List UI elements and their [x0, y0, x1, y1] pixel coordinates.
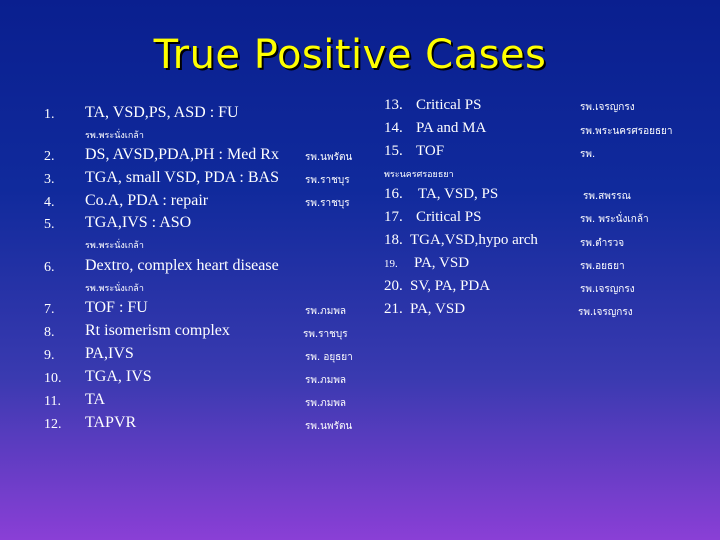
item-text: TAPVR — [85, 414, 137, 431]
item-number: 4. — [44, 195, 55, 210]
item-text: PA,IVS — [85, 345, 134, 362]
item-hospital: รพ.นพรัตน — [305, 421, 353, 432]
item-hospital-sub: รพ.พระนั่งเกล้า — [85, 131, 144, 141]
item-hospital-sub: พระนครศรอยธยา — [384, 170, 454, 180]
item-text: Rt isomerism complex — [85, 322, 230, 339]
item-number: 11. — [44, 394, 61, 409]
item-text: TA, VSD, PS — [418, 186, 499, 202]
item-text: DS, AVSD,PDA,PH : Med Rx — [85, 146, 279, 163]
item-text: TA, VSD,PS, ASD : FU — [85, 104, 239, 121]
item-text: TOF — [416, 143, 445, 159]
item-number: 5. — [44, 217, 55, 232]
item-text: Critical PS — [416, 209, 482, 225]
item-number: 1. — [44, 107, 55, 122]
item-number: 17. — [384, 209, 403, 225]
item-number: 6. — [44, 260, 55, 275]
item-hospital: รพ.ตำรวจ — [580, 238, 625, 249]
item-hospital: รพ.ภมพล — [305, 375, 347, 386]
item-text: Critical PS — [416, 97, 482, 113]
item-hospital: รพ. — [580, 149, 596, 160]
item-number: 21. — [384, 301, 403, 317]
item-text: PA, VSD — [414, 255, 470, 271]
item-text: TA — [85, 391, 106, 408]
item-number: 19. — [384, 258, 398, 270]
item-hospital: รพ.สพรรณ — [583, 191, 631, 202]
item-number: 13. — [384, 97, 403, 113]
item-hospital: รพ.ภมพล — [305, 306, 347, 317]
item-text: PA and MA — [416, 120, 487, 136]
item-text: TOF : FU — [85, 299, 148, 316]
item-text: TGA,IVS : ASO — [85, 214, 192, 231]
item-hospital: รพ.นพรัตน — [305, 152, 353, 163]
item-number: 8. — [44, 325, 55, 340]
item-hospital-sub: รพ.พระนั่งเกล้า — [85, 241, 144, 251]
item-hospital: รพ.ภมพล — [305, 398, 347, 409]
item-number: 12. — [44, 417, 62, 432]
item-text: PA, VSD — [410, 301, 466, 317]
slide-title: True Positive Cases — [153, 32, 547, 78]
item-hospital: รพ. อยุธยา — [305, 352, 353, 363]
item-text: SV, PA, PDA — [410, 278, 491, 294]
item-number: 2. — [44, 149, 55, 164]
item-number: 20. — [384, 278, 403, 294]
item-number: 16. — [384, 186, 403, 202]
item-text: Dextro, complex heart disease — [85, 257, 279, 274]
item-number: 18. — [384, 232, 403, 248]
item-hospital: รพ.พระนครศรอยธยา — [580, 126, 673, 137]
item-hospital: รพ.ราชบุร — [305, 175, 350, 186]
item-hospital: รพ.เจรญกรง — [580, 284, 635, 295]
item-text: TGA, IVS — [85, 368, 152, 385]
item-hospital: รพ.เจรญกรง — [580, 102, 635, 113]
item-text: TGA, small VSD, PDA : BAS — [85, 169, 279, 186]
item-hospital: รพ.เจรญกรง — [578, 307, 633, 318]
item-text: TGA,VSD,hypo arch — [410, 232, 538, 248]
item-number: 14. — [384, 120, 403, 136]
item-number: 10. — [44, 371, 62, 386]
item-hospital: รพ. พระนั่งเกล้า — [580, 214, 649, 225]
item-number: 7. — [44, 302, 55, 317]
item-hospital: รพ.ราชบุร — [305, 198, 350, 209]
item-number: 15. — [384, 143, 403, 159]
item-hospital: รพ.ราชบุร — [303, 329, 348, 340]
item-hospital: รพ.อยธยา — [580, 261, 625, 272]
item-number: 9. — [44, 348, 55, 363]
item-text: Co.A, PDA : repair — [85, 192, 209, 209]
item-hospital-sub: รพ.พระนั่งเกล้า — [85, 284, 144, 294]
item-number: 3. — [44, 172, 55, 187]
